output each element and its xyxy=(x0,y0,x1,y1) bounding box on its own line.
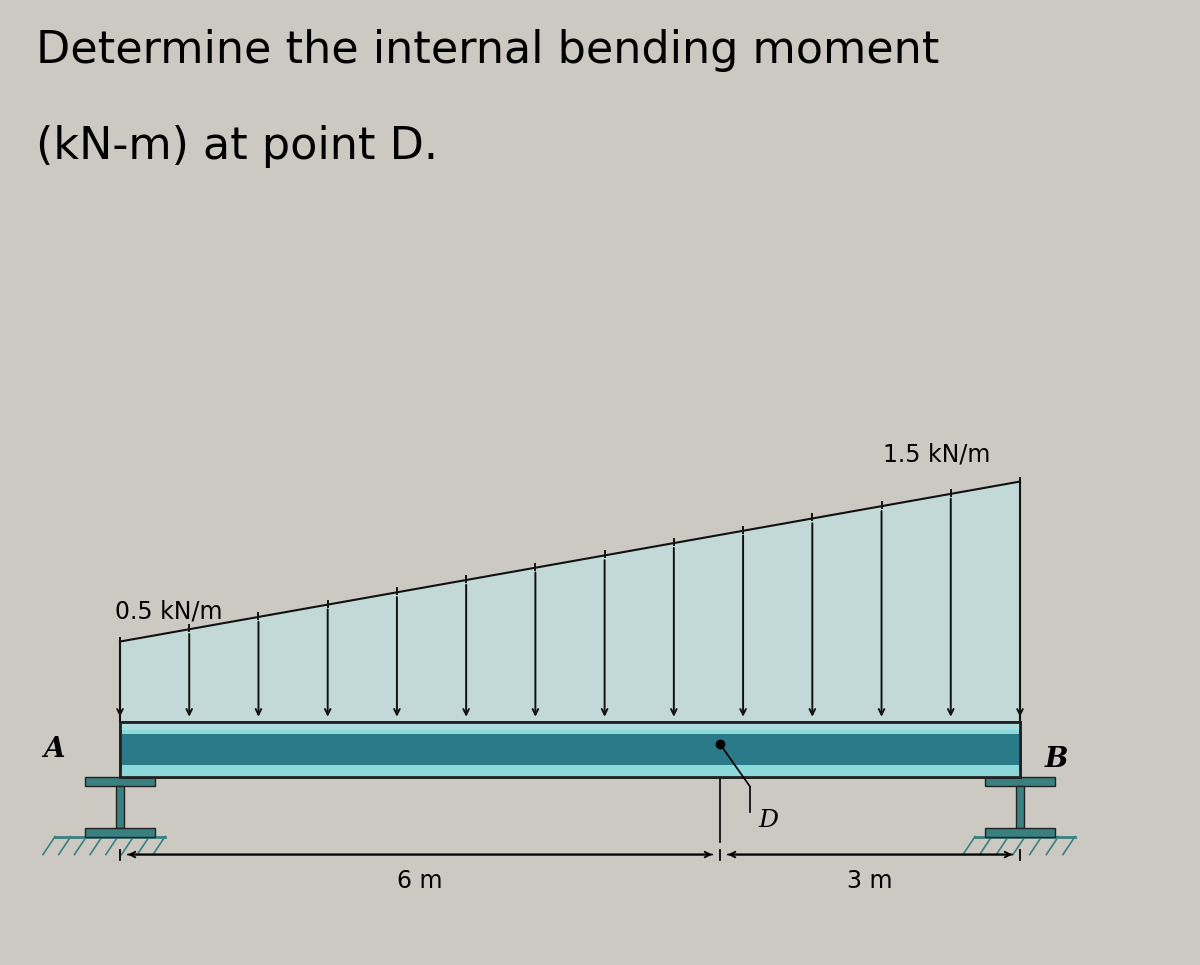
Text: 6 m: 6 m xyxy=(397,868,443,893)
Text: (kN-m) at point D.: (kN-m) at point D. xyxy=(36,125,438,169)
Bar xyxy=(120,733,1020,764)
Text: D: D xyxy=(758,809,778,832)
Text: A: A xyxy=(43,735,65,762)
Text: Determine the internal bending moment: Determine the internal bending moment xyxy=(36,29,940,72)
Bar xyxy=(985,828,1055,837)
Text: B: B xyxy=(1045,746,1068,773)
Text: 3 m: 3 m xyxy=(847,868,893,893)
Bar xyxy=(120,722,1020,777)
Text: 0.5 kN/m: 0.5 kN/m xyxy=(115,599,222,623)
Bar xyxy=(985,777,1055,786)
Bar xyxy=(120,722,1020,777)
Polygon shape xyxy=(120,482,1020,722)
Bar xyxy=(120,722,1020,730)
Bar xyxy=(85,828,155,837)
Bar xyxy=(85,777,155,786)
Bar xyxy=(120,768,1020,777)
Text: 1.5 kN/m: 1.5 kN/m xyxy=(883,443,990,466)
Bar xyxy=(1016,786,1024,828)
Bar xyxy=(116,786,124,828)
